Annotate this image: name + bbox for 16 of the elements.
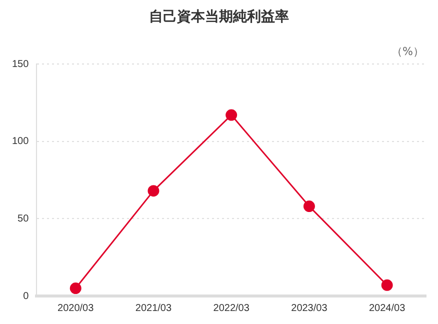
- point: [148, 185, 160, 197]
- y-tick-label: 100: [12, 136, 30, 148]
- x-tick-label: 2020/03: [58, 302, 94, 314]
- x-tick-label: 2024/03: [368, 302, 406, 314]
- y-tick-label: 150: [12, 58, 30, 70]
- x-tick-label: 2022/03: [213, 302, 250, 314]
- x-tick-label: 2021/03: [135, 302, 172, 314]
- x-tick-label: 2023/03: [291, 302, 328, 314]
- point: [303, 200, 315, 212]
- chart-title: 自己資本当期純利益率: [148, 8, 290, 26]
- point: [70, 282, 82, 294]
- y-tick-label: 0: [23, 290, 30, 302]
- y-axis-title: （%）: [392, 44, 424, 59]
- point: [226, 109, 238, 121]
- point: [381, 279, 393, 291]
- y-tick-label: 50: [18, 213, 30, 224]
